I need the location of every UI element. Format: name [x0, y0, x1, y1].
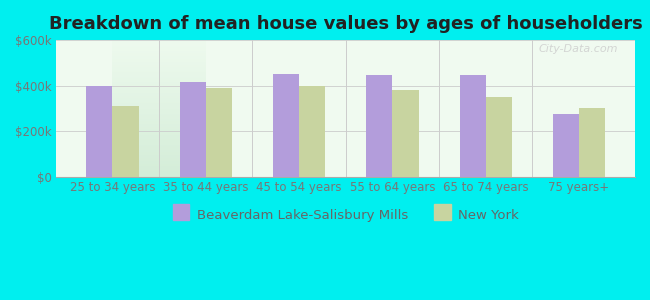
Bar — [86, 85, 112, 177]
Bar — [486, 98, 512, 177]
Title: Breakdown of mean house values by ages of householders: Breakdown of mean house values by ages o… — [49, 15, 643, 33]
Bar — [112, 106, 138, 177]
Bar — [393, 90, 419, 177]
Bar — [299, 85, 325, 177]
Legend: Beaverdam Lake-Salisbury Mills, New York: Beaverdam Lake-Salisbury Mills, New York — [168, 203, 524, 227]
Bar — [179, 82, 206, 177]
Bar — [206, 88, 232, 177]
Bar — [366, 75, 393, 177]
Bar — [460, 75, 486, 177]
Bar — [553, 114, 579, 177]
Bar — [579, 108, 605, 177]
Bar — [273, 74, 299, 177]
Text: City-Data.com: City-Data.com — [538, 44, 617, 54]
